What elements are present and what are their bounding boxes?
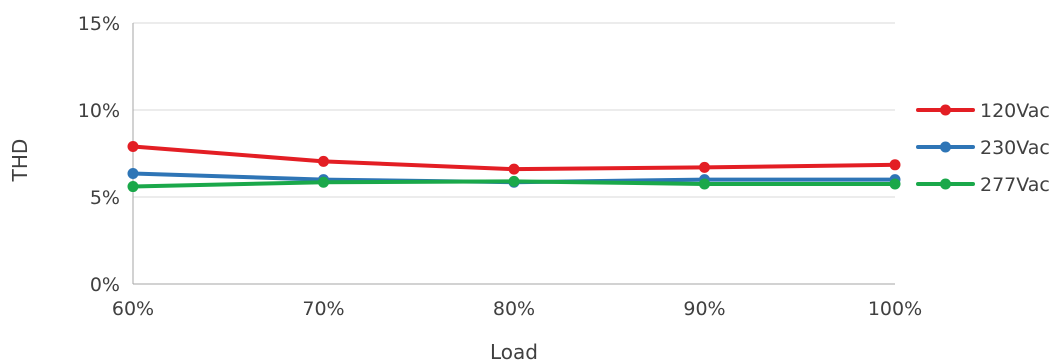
data-point-120Vac-1 [318, 155, 329, 167]
y-tick-label-0: 0% [90, 274, 120, 296]
legend-item-120Vac: 120Vac [916, 100, 1050, 122]
x-tick-label-0: 60% [112, 298, 154, 320]
data-point-120Vac-0 [127, 141, 139, 153]
y-tick-label-1: 5% [90, 187, 120, 209]
data-point-277Vac-4 [889, 178, 901, 190]
y-tick-label-2: 10% [78, 100, 120, 122]
x-tick-label-2: 80% [493, 298, 535, 320]
data-point-120Vac-2 [508, 163, 520, 175]
legend-swatch-marker [940, 178, 951, 190]
legend-label: 230Vac [980, 137, 1050, 159]
legend-swatch-marker [940, 104, 951, 116]
tick-label-layer: 0% 5% 10% 15% 60% 70% 80% 90% 100% [78, 13, 922, 320]
y-axis-title: THD [8, 139, 32, 183]
legend-item-230Vac: 230Vac [916, 137, 1050, 159]
data-point-277Vac-1 [318, 176, 329, 188]
x-tick-label-1: 70% [302, 298, 344, 320]
legend: 120Vac 230Vac 277Vac [916, 100, 1050, 196]
series-277Vac [127, 175, 901, 193]
data-point-230Vac-0 [127, 168, 139, 180]
grid-layer [132, 22, 895, 285]
x-tick-label-3: 90% [683, 298, 725, 320]
legend-item-277Vac: 277Vac [916, 174, 1050, 196]
data-point-120Vac-4 [889, 159, 901, 171]
series-layer [127, 141, 901, 193]
series-120Vac [127, 141, 901, 175]
data-point-277Vac-0 [127, 181, 139, 193]
x-tick-label-4: 100% [868, 298, 922, 320]
data-point-277Vac-2 [508, 175, 520, 187]
legend-label: 277Vac [980, 174, 1050, 196]
legend-swatch-marker [940, 141, 951, 153]
data-point-120Vac-3 [699, 161, 710, 173]
y-tick-label-3: 15% [78, 13, 120, 35]
data-point-277Vac-3 [699, 178, 710, 190]
x-axis-title: Load [490, 340, 538, 363]
legend-label: 120Vac [980, 100, 1050, 122]
